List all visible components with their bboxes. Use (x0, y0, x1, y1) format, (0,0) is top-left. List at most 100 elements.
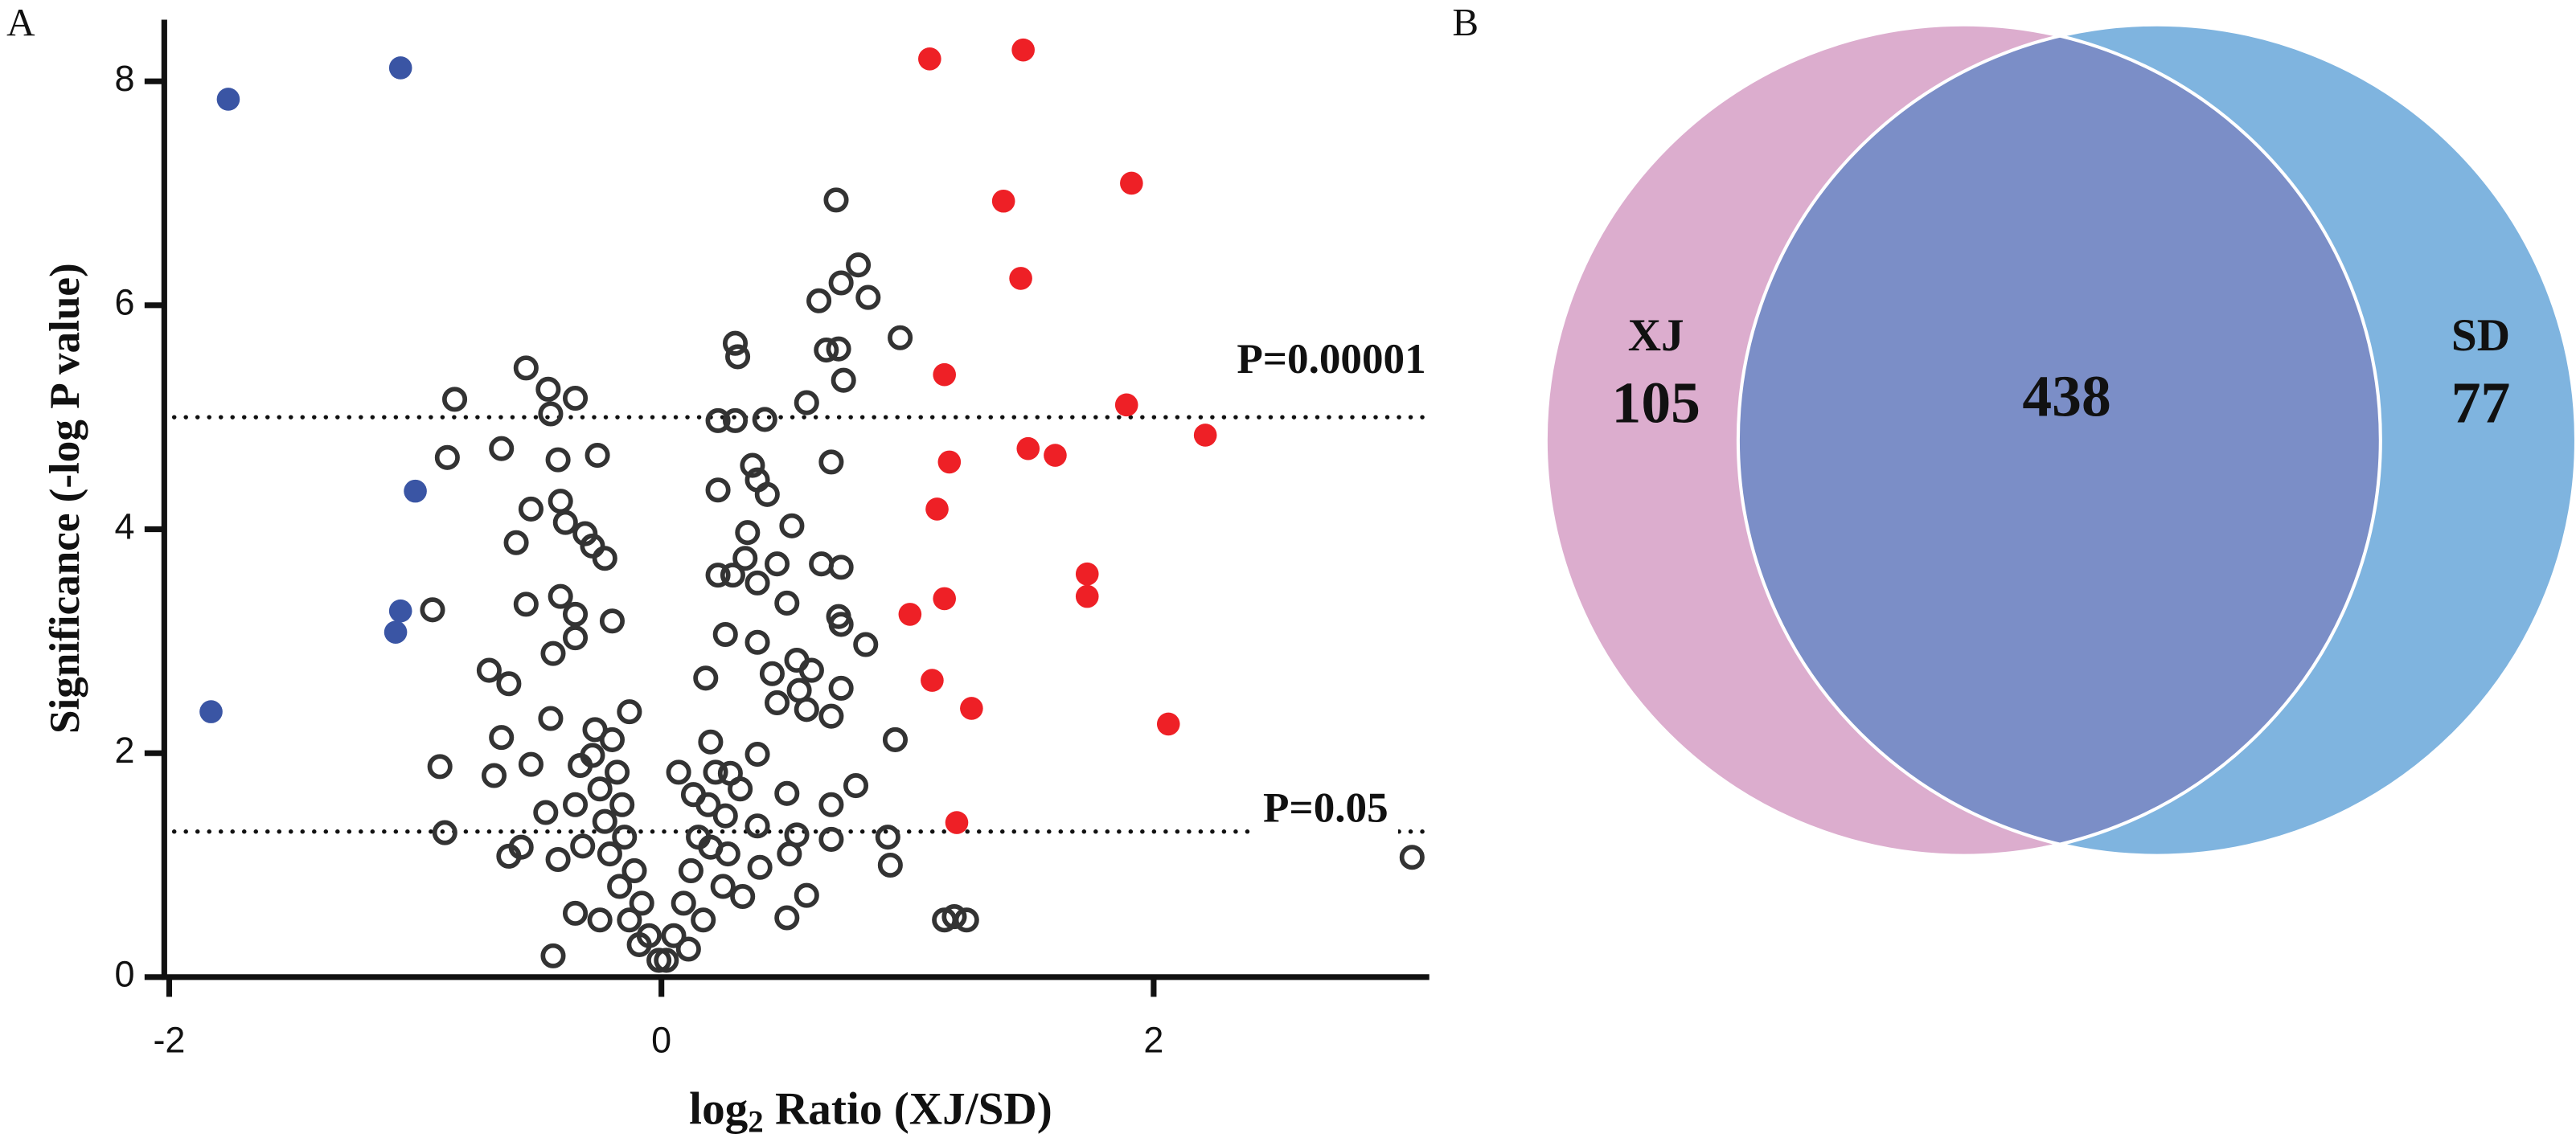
data-point (843, 773, 869, 799)
y-tick-label: 6 (115, 282, 135, 323)
outline (1544, 23, 2382, 858)
set-count: 105 (1612, 370, 1700, 436)
data-point (597, 841, 622, 867)
data-point (828, 612, 854, 637)
data-point (728, 776, 753, 802)
data-point (563, 792, 589, 817)
data-point (427, 754, 453, 780)
data-point (404, 479, 427, 503)
data-point (388, 599, 412, 623)
data-point (740, 452, 765, 478)
data-point (1009, 267, 1032, 290)
data-point (626, 931, 652, 957)
label-gap (1253, 826, 1398, 837)
data-point (710, 874, 736, 899)
data-point (722, 330, 749, 356)
data-point (666, 759, 691, 785)
data-point (809, 551, 835, 577)
data-point (744, 813, 770, 839)
data-point (476, 657, 502, 683)
data-point (489, 725, 515, 751)
data-point (518, 751, 544, 777)
data-point (481, 763, 507, 788)
data-point (744, 570, 770, 596)
data-point (384, 620, 408, 644)
data-point (818, 826, 844, 852)
data-point (599, 727, 625, 752)
data-point (678, 858, 703, 883)
data-point (599, 608, 625, 634)
data-point (722, 407, 749, 433)
x-tick-label: 0 (651, 1019, 671, 1060)
data-point (592, 808, 617, 834)
data-point (818, 792, 844, 817)
y-tick-label: 0 (115, 954, 135, 995)
x-axis-title-part: Ratio (XJ/SD) (764, 1084, 1052, 1135)
x-tick-label: 2 (1143, 1019, 1163, 1060)
data-point (587, 907, 613, 933)
data-point (607, 874, 633, 899)
data-point (1075, 584, 1099, 608)
data-point (875, 825, 900, 850)
data-point (617, 907, 642, 933)
data-point (621, 858, 647, 883)
data-point (779, 513, 805, 538)
data-point (715, 841, 740, 867)
data-point (954, 907, 979, 933)
data-point (629, 890, 654, 916)
data-point (585, 443, 610, 469)
data-point (752, 407, 777, 432)
data-point (698, 729, 724, 755)
data-point (798, 657, 824, 683)
data-point (572, 521, 598, 546)
data-point (991, 189, 1015, 213)
data-point (442, 387, 468, 412)
data-point (744, 629, 770, 655)
data-point (730, 883, 756, 910)
data-point (691, 907, 716, 933)
data-point (725, 344, 751, 370)
y-tick-label: 4 (115, 506, 135, 546)
data-point (705, 563, 731, 588)
data-point (513, 355, 539, 381)
data-point (759, 661, 785, 686)
data-point (552, 510, 578, 535)
data-point (617, 699, 642, 725)
data-point (538, 706, 564, 731)
data-point (503, 530, 529, 555)
data-point (496, 843, 522, 869)
data-point (794, 882, 819, 908)
data-point (609, 792, 635, 817)
threshold-label: P=0.05 (1263, 784, 1388, 831)
x-axis-title: log2 Ratio (XJ/SD) (689, 1084, 1052, 1140)
data-point (828, 555, 854, 580)
data-point (646, 948, 672, 973)
panel-label: A (6, 0, 35, 44)
data-point (548, 583, 573, 609)
data-point (563, 625, 589, 651)
data-point (432, 820, 457, 845)
data-point (1114, 393, 1138, 417)
data-point (612, 825, 638, 850)
data-point (540, 943, 566, 968)
data-point (720, 563, 745, 588)
data-point (888, 325, 913, 350)
data-point (533, 800, 559, 825)
data-point (712, 803, 738, 829)
data-point (388, 56, 412, 80)
data-point (1044, 444, 1067, 467)
data-point (1193, 424, 1217, 447)
data-point (774, 905, 800, 931)
data-point (570, 833, 596, 859)
data-point (216, 88, 240, 111)
data-point (806, 288, 832, 313)
set-count: 77 (2451, 370, 2511, 436)
data-point (1075, 562, 1099, 586)
y-tick-label: 2 (115, 730, 135, 771)
data-point (898, 603, 922, 626)
data-point (1399, 845, 1425, 870)
outline (1736, 23, 2576, 858)
data-point (747, 854, 773, 880)
data-point (933, 587, 957, 611)
